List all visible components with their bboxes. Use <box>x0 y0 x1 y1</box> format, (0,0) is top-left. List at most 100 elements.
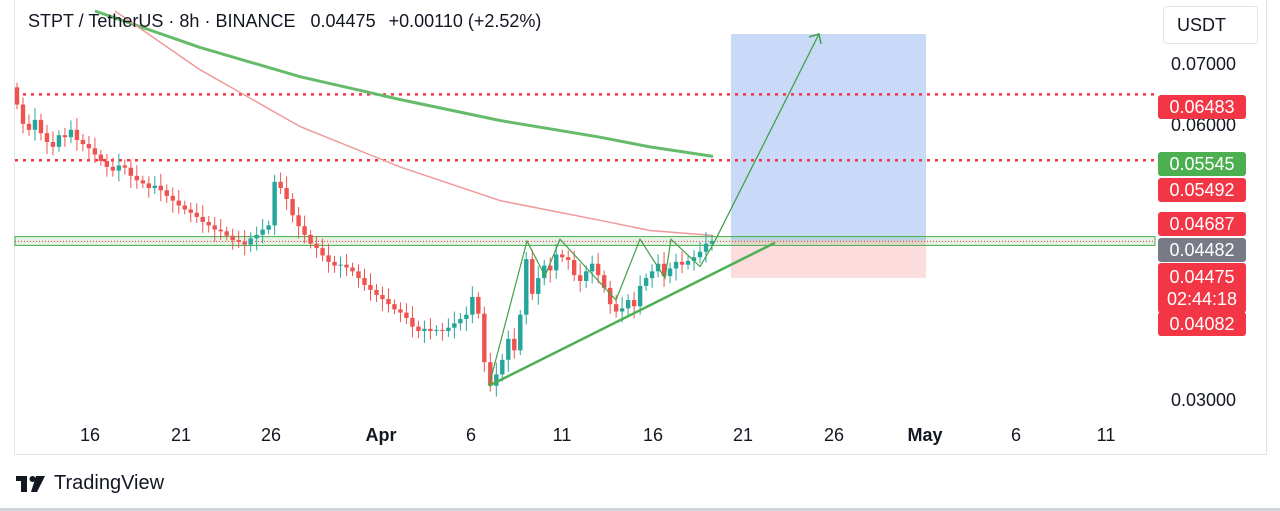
chart-plot[interactable]: 0.03000 0.06000 0.07000 16 21 26 Apr 6 11 16 21 26… <box>0 0 1280 460</box>
horizontal-levels <box>14 93 1156 246</box>
candle-body <box>368 284 373 290</box>
candle-body <box>482 313 487 363</box>
x-tick-label: 21 <box>733 425 753 445</box>
ma-green-line <box>94 9 714 158</box>
x-tick-label: 6 <box>1011 425 1021 445</box>
candle-body <box>697 251 703 258</box>
candle-body <box>44 133 50 143</box>
candle-body <box>278 181 283 189</box>
candle-body <box>577 275 583 281</box>
candle-body <box>691 257 697 261</box>
candle-body <box>86 144 92 149</box>
candle-body <box>589 263 595 272</box>
candle-body <box>506 338 511 360</box>
candle-body <box>416 326 421 332</box>
candle-body <box>68 129 74 138</box>
candle-body <box>146 183 152 189</box>
ascending-trendline <box>488 241 776 387</box>
candle-body <box>224 231 229 236</box>
candle-body <box>554 254 559 271</box>
candle-body <box>200 216 205 222</box>
candle-body <box>440 329 445 332</box>
candle-body <box>667 268 673 277</box>
currency-button[interactable]: USDT <box>1163 6 1258 44</box>
candle-body <box>571 260 577 276</box>
candle-body <box>32 119 38 130</box>
prev-close-price-label: 0.04482 <box>1158 238 1246 262</box>
candle-body <box>661 263 667 277</box>
x-tick-label: 16 <box>643 425 663 445</box>
ma-red-price-label: 0.04687 <box>1158 212 1246 236</box>
projection-arrow-head <box>808 33 822 45</box>
candle-body <box>338 264 343 266</box>
candle-body <box>631 300 637 307</box>
candle-body <box>128 167 134 176</box>
candle-body <box>332 261 337 266</box>
chart-frame <box>14 0 1267 455</box>
candle-body <box>685 260 691 265</box>
candle-body <box>194 212 199 217</box>
candle-body <box>386 299 391 305</box>
candle-body <box>230 235 235 241</box>
y-tick-label: 0.06000 <box>1171 115 1236 135</box>
candle-body <box>536 278 541 294</box>
candle-body <box>380 294 385 300</box>
candle-body <box>170 195 175 201</box>
x-axis-ticks: 16 21 26 Apr 6 11 16 21 26 May 6 11 <box>80 425 1115 445</box>
stop-price-label: 0.04082 <box>1158 312 1246 336</box>
x-tick-label: Apr <box>366 425 397 445</box>
candle-body <box>152 185 158 189</box>
candle-body <box>242 241 247 245</box>
candle-body <box>673 261 679 269</box>
tradingview-footer[interactable]: TradingView <box>16 472 164 495</box>
brand-name: TradingView <box>54 472 165 494</box>
candle-body <box>458 318 463 324</box>
separator: · <box>168 11 175 31</box>
candle-body <box>560 254 565 258</box>
y-axis-ticks: 0.03000 0.06000 0.07000 <box>1171 54 1236 410</box>
candle-body <box>320 248 325 256</box>
symbol-name: STPT / TetherUS <box>28 11 164 31</box>
candle-body <box>248 238 253 245</box>
candle-body <box>104 161 110 167</box>
x-tick-label: 16 <box>80 425 100 445</box>
current-price-value: 0.04475 <box>1169 267 1235 287</box>
x-tick-label: May <box>907 425 942 445</box>
candle-body <box>80 139 86 145</box>
current-price-label: 0.04475 02:44:18 <box>1158 263 1246 313</box>
tradingview-logo-icon <box>16 475 46 492</box>
projection-arrow <box>713 33 820 244</box>
symbol-header[interactable]: STPT / TetherUS · 8h · BINANCE 0.04475 +… <box>28 11 541 32</box>
exchange: BINANCE <box>215 11 296 31</box>
candle-body <box>434 329 439 332</box>
candle-body <box>374 289 379 295</box>
candle-body <box>488 362 493 386</box>
x-tick-label: 11 <box>553 425 572 445</box>
candle-body <box>110 166 116 171</box>
candle-body <box>302 226 307 235</box>
candle-body <box>212 225 217 230</box>
y-tick-label: 0.07000 <box>1171 54 1236 74</box>
candle-body <box>92 148 98 155</box>
candle-body <box>607 287 613 305</box>
candle-body <box>56 135 62 147</box>
candle-body <box>38 119 44 134</box>
candle-body <box>476 296 481 314</box>
candle-body <box>236 240 241 242</box>
candle-body <box>218 229 223 232</box>
candle-body <box>595 263 601 276</box>
x-tick-label: 26 <box>261 425 281 445</box>
candle-body <box>164 190 169 196</box>
candle-body <box>188 209 193 213</box>
moving-averages <box>94 9 714 237</box>
candle-body <box>392 304 397 310</box>
x-tick-label: 6 <box>466 425 476 445</box>
candle-body <box>356 271 361 279</box>
candle-body <box>254 234 259 239</box>
target-zone <box>731 34 926 241</box>
candle-body <box>500 359 505 375</box>
candle-body <box>206 221 211 226</box>
candle-body <box>625 300 631 309</box>
candle-body <box>182 205 187 210</box>
candle-body <box>524 259 529 315</box>
